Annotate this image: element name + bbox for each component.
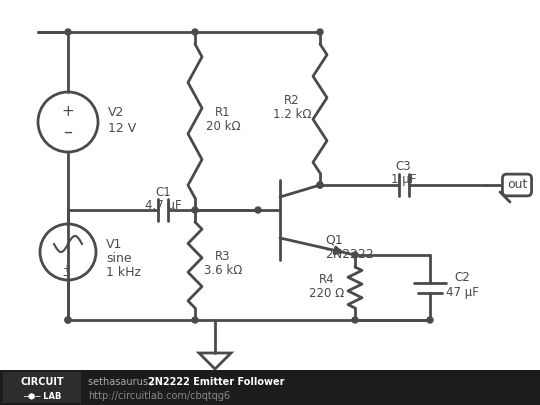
Circle shape xyxy=(317,182,323,188)
Text: 20 kΩ: 20 kΩ xyxy=(206,121,240,134)
Text: sethasaurus /: sethasaurus / xyxy=(88,377,158,387)
Text: 220 Ω: 220 Ω xyxy=(309,287,345,300)
Circle shape xyxy=(255,207,261,213)
Text: V1: V1 xyxy=(106,237,123,251)
Circle shape xyxy=(352,317,358,323)
Text: Q1: Q1 xyxy=(325,234,343,247)
Text: 2N2222: 2N2222 xyxy=(325,249,374,262)
Text: C2: C2 xyxy=(454,271,470,284)
Text: 1 μF: 1 μF xyxy=(391,173,416,186)
Text: R4: R4 xyxy=(319,273,335,286)
Circle shape xyxy=(65,317,71,323)
Text: C3: C3 xyxy=(396,160,411,173)
Text: 3.6 kΩ: 3.6 kΩ xyxy=(204,264,242,277)
Text: sine: sine xyxy=(106,252,132,264)
Circle shape xyxy=(317,182,323,188)
Text: 4.7 μF: 4.7 μF xyxy=(145,198,181,211)
Circle shape xyxy=(427,317,433,323)
Circle shape xyxy=(65,29,71,35)
Text: 2N2222 Emitter Follower: 2N2222 Emitter Follower xyxy=(148,377,285,387)
Text: 1.2 kΩ: 1.2 kΩ xyxy=(273,108,311,121)
Text: C1: C1 xyxy=(155,185,171,198)
Circle shape xyxy=(317,29,323,35)
Text: ─⬢─ LAB: ─⬢─ LAB xyxy=(23,392,61,401)
Text: R2: R2 xyxy=(284,94,300,107)
Circle shape xyxy=(192,317,198,323)
Circle shape xyxy=(352,252,358,258)
Text: 12 V: 12 V xyxy=(108,122,136,136)
Text: +: + xyxy=(62,264,70,274)
Text: http://circuitlab.com/cbqtqg6: http://circuitlab.com/cbqtqg6 xyxy=(88,391,230,401)
Text: –: – xyxy=(64,123,72,141)
Text: CIRCUIT: CIRCUIT xyxy=(20,377,64,387)
Text: V2: V2 xyxy=(108,105,124,119)
Text: R3: R3 xyxy=(215,251,231,264)
Text: –: – xyxy=(63,269,69,283)
Bar xyxy=(3,372,81,403)
Text: R1: R1 xyxy=(215,107,231,119)
Bar xyxy=(0,370,540,405)
Circle shape xyxy=(192,207,198,213)
Text: +: + xyxy=(62,104,75,119)
Circle shape xyxy=(65,317,71,323)
Text: 47 μF: 47 μF xyxy=(446,286,478,299)
Circle shape xyxy=(192,29,198,35)
Text: out: out xyxy=(507,179,527,192)
Text: 1 kHz: 1 kHz xyxy=(106,266,141,279)
